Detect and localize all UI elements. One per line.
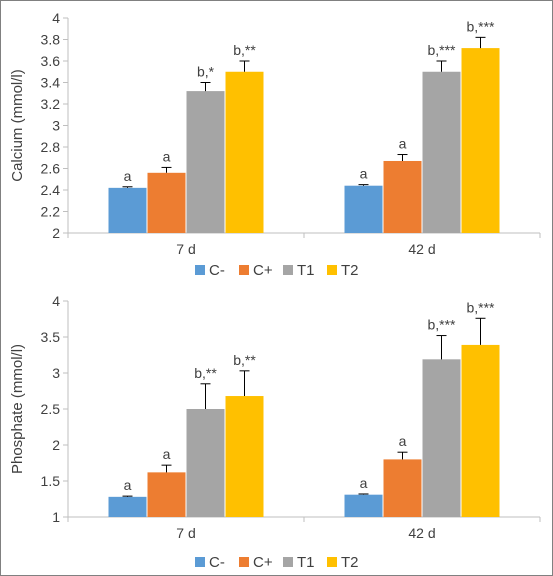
- y-tick-label: 2.2: [41, 204, 61, 220]
- data-label: a: [360, 475, 368, 491]
- y-tick-label: 2.5: [41, 401, 61, 417]
- legend-label: C-: [209, 262, 225, 279]
- legend-label: T1: [297, 262, 315, 279]
- bar: [344, 494, 383, 517]
- data-label: b,***: [466, 299, 495, 315]
- y-tick-label: 3: [52, 118, 60, 134]
- legend-swatch: [283, 557, 293, 567]
- legend-swatch: [327, 265, 337, 275]
- legend-label: T1: [297, 554, 315, 571]
- legend-swatch: [327, 557, 337, 567]
- data-label: a: [124, 477, 132, 493]
- x-category-label: 42 d: [408, 241, 435, 257]
- legend-swatch: [239, 265, 249, 275]
- legend-swatch: [195, 265, 205, 275]
- bar: [186, 91, 225, 233]
- legend-label: T2: [341, 262, 359, 279]
- bar: [422, 359, 461, 517]
- x-category-label: 42 d: [408, 525, 435, 541]
- y-tick-label: 3.2: [41, 96, 61, 112]
- legend-label: C-: [209, 554, 225, 571]
- data-label: a: [124, 168, 132, 184]
- data-label: a: [399, 136, 407, 152]
- bar: [383, 160, 422, 233]
- y-tick-label: 3.5: [41, 329, 61, 345]
- legend-swatch: [239, 557, 249, 567]
- y-axis-title: Calcium (mmol/l): [9, 69, 26, 182]
- y-tick-label: 4: [52, 10, 60, 26]
- bar: [383, 459, 422, 517]
- y-tick-label: 2.8: [41, 139, 61, 155]
- y-tick-label: 3: [52, 365, 60, 381]
- data-label: a: [163, 446, 171, 462]
- legend-label: C+: [253, 554, 273, 571]
- data-label: a: [163, 148, 171, 164]
- y-tick-label: 4: [52, 293, 60, 309]
- data-label: a: [360, 166, 368, 182]
- y-tick-label: 2: [52, 437, 60, 453]
- data-label: b,***: [427, 42, 456, 58]
- y-tick-label: 1.5: [41, 473, 61, 489]
- bar: [225, 396, 264, 517]
- y-axis-title: Phosphate (mmol/l): [9, 344, 26, 474]
- legend-label: C+: [253, 262, 273, 279]
- legend-swatch: [195, 557, 205, 567]
- y-tick-label: 2.6: [41, 161, 61, 177]
- data-label: b,*: [197, 64, 215, 80]
- data-label: b,***: [466, 18, 495, 34]
- y-tick-label: 1: [52, 509, 60, 525]
- bar: [461, 344, 500, 517]
- x-category-label: 7 d: [176, 241, 195, 257]
- data-label: b,**: [233, 352, 256, 368]
- bar: [186, 409, 225, 517]
- legend-label: T2: [341, 554, 359, 571]
- data-label: b,**: [233, 42, 256, 58]
- y-tick-label: 3.8: [41, 32, 61, 48]
- bar: [147, 472, 186, 517]
- bar: [108, 187, 147, 233]
- data-label: b,***: [427, 317, 456, 333]
- bar: [225, 71, 264, 233]
- data-label: a: [399, 433, 407, 449]
- y-tick-label: 2: [52, 225, 60, 241]
- y-tick-label: 3.6: [41, 53, 61, 69]
- bar: [108, 496, 147, 517]
- data-label: b,**: [194, 365, 217, 381]
- bar: [344, 185, 383, 233]
- y-tick-label: 3.4: [41, 75, 61, 91]
- bar: [147, 172, 186, 233]
- x-category-label: 7 d: [176, 525, 195, 541]
- bar: [461, 48, 500, 233]
- legend-swatch: [283, 265, 293, 275]
- y-tick-label: 2.4: [41, 182, 61, 198]
- bar: [422, 71, 461, 233]
